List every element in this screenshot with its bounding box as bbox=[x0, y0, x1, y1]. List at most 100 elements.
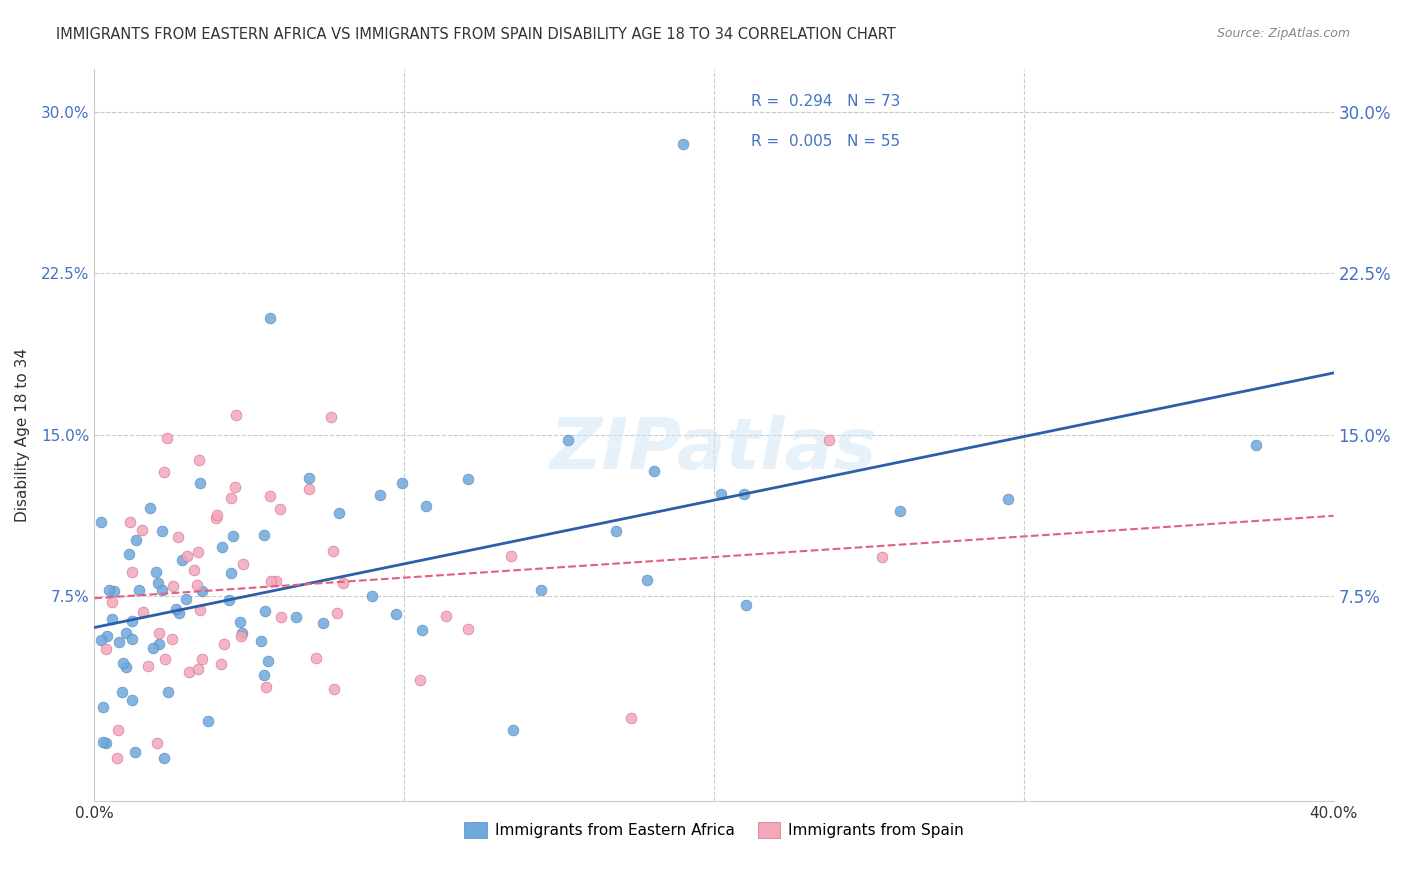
Point bbox=[136, 658, 159, 673]
Point bbox=[115, 660, 138, 674]
Point bbox=[111, 685, 134, 699]
Point bbox=[142, 640, 165, 655]
Point bbox=[710, 486, 733, 500]
Point bbox=[120, 515, 142, 529]
Point bbox=[209, 657, 232, 672]
Point bbox=[156, 685, 179, 699]
Point bbox=[153, 466, 176, 480]
Point bbox=[620, 711, 643, 725]
Point bbox=[155, 652, 177, 666]
Point bbox=[191, 652, 214, 666]
Point bbox=[733, 487, 755, 501]
Point bbox=[391, 475, 413, 490]
Point bbox=[162, 632, 184, 646]
Point bbox=[139, 500, 162, 515]
Point bbox=[103, 584, 125, 599]
Point bbox=[229, 615, 252, 629]
Point bbox=[94, 642, 117, 657]
Point bbox=[100, 612, 122, 626]
Point bbox=[434, 608, 457, 623]
Point bbox=[150, 582, 173, 597]
Point bbox=[174, 592, 197, 607]
Point bbox=[499, 549, 522, 563]
Point bbox=[319, 410, 342, 425]
Point bbox=[183, 563, 205, 577]
Point bbox=[253, 527, 276, 541]
Point bbox=[218, 593, 240, 607]
Point bbox=[269, 502, 291, 516]
Point bbox=[146, 736, 169, 750]
Point bbox=[96, 629, 118, 643]
Point bbox=[409, 673, 432, 687]
Point bbox=[259, 489, 281, 503]
Point bbox=[170, 553, 193, 567]
Point bbox=[384, 607, 406, 621]
Point bbox=[188, 475, 211, 490]
Point bbox=[205, 508, 228, 523]
Point bbox=[285, 609, 308, 624]
Point bbox=[91, 700, 114, 714]
Point bbox=[125, 533, 148, 547]
Point bbox=[229, 629, 252, 643]
Point bbox=[145, 566, 167, 580]
Point bbox=[148, 637, 170, 651]
Point bbox=[250, 634, 273, 648]
Point bbox=[167, 530, 190, 544]
Point bbox=[643, 464, 665, 478]
Point bbox=[1244, 438, 1267, 452]
Point bbox=[197, 714, 219, 729]
Point bbox=[231, 625, 253, 640]
Text: R =  0.005   N = 55: R = 0.005 N = 55 bbox=[751, 135, 900, 150]
Point bbox=[253, 667, 276, 681]
Point bbox=[121, 632, 143, 646]
Point bbox=[322, 544, 344, 558]
Point bbox=[219, 566, 242, 580]
Legend: Immigrants from Eastern Africa, Immigrants from Spain: Immigrants from Eastern Africa, Immigran… bbox=[458, 816, 970, 845]
Point bbox=[457, 622, 479, 636]
Point bbox=[997, 492, 1019, 507]
Text: IMMIGRANTS FROM EASTERN AFRICA VS IMMIGRANTS FROM SPAIN DISABILITY AGE 18 TO 34 : IMMIGRANTS FROM EASTERN AFRICA VS IMMIGR… bbox=[56, 27, 896, 42]
Point bbox=[502, 723, 524, 737]
Point bbox=[121, 614, 143, 628]
Point bbox=[111, 657, 134, 671]
Point bbox=[411, 623, 433, 637]
Point bbox=[105, 751, 128, 765]
Point bbox=[187, 661, 209, 675]
Point bbox=[889, 504, 911, 518]
Text: Source: ZipAtlas.com: Source: ZipAtlas.com bbox=[1216, 27, 1350, 40]
Point bbox=[186, 578, 208, 592]
Point bbox=[90, 515, 112, 529]
Point bbox=[260, 574, 283, 589]
Point bbox=[672, 136, 695, 151]
Point bbox=[188, 453, 211, 467]
Point bbox=[148, 576, 170, 591]
Point bbox=[150, 524, 173, 538]
Point bbox=[605, 524, 627, 539]
Point bbox=[298, 471, 321, 485]
Point bbox=[254, 604, 277, 618]
Point bbox=[177, 665, 200, 679]
Point bbox=[187, 545, 209, 559]
Point bbox=[131, 605, 153, 619]
Point bbox=[734, 599, 756, 613]
Point bbox=[817, 433, 839, 447]
Point bbox=[176, 549, 198, 564]
Point bbox=[166, 601, 188, 615]
Point bbox=[121, 565, 143, 579]
Point bbox=[222, 529, 245, 543]
Point bbox=[128, 582, 150, 597]
Point bbox=[107, 723, 129, 738]
Point bbox=[115, 625, 138, 640]
Point bbox=[121, 693, 143, 707]
Point bbox=[118, 547, 141, 561]
Point bbox=[91, 735, 114, 749]
Point bbox=[224, 480, 246, 494]
Point bbox=[332, 575, 354, 590]
Point bbox=[107, 635, 129, 649]
Point bbox=[254, 680, 277, 694]
Point bbox=[270, 609, 292, 624]
Text: R =  0.294   N = 73: R = 0.294 N = 73 bbox=[751, 95, 900, 109]
Point bbox=[90, 633, 112, 648]
Point bbox=[305, 651, 328, 665]
Point bbox=[97, 582, 120, 597]
